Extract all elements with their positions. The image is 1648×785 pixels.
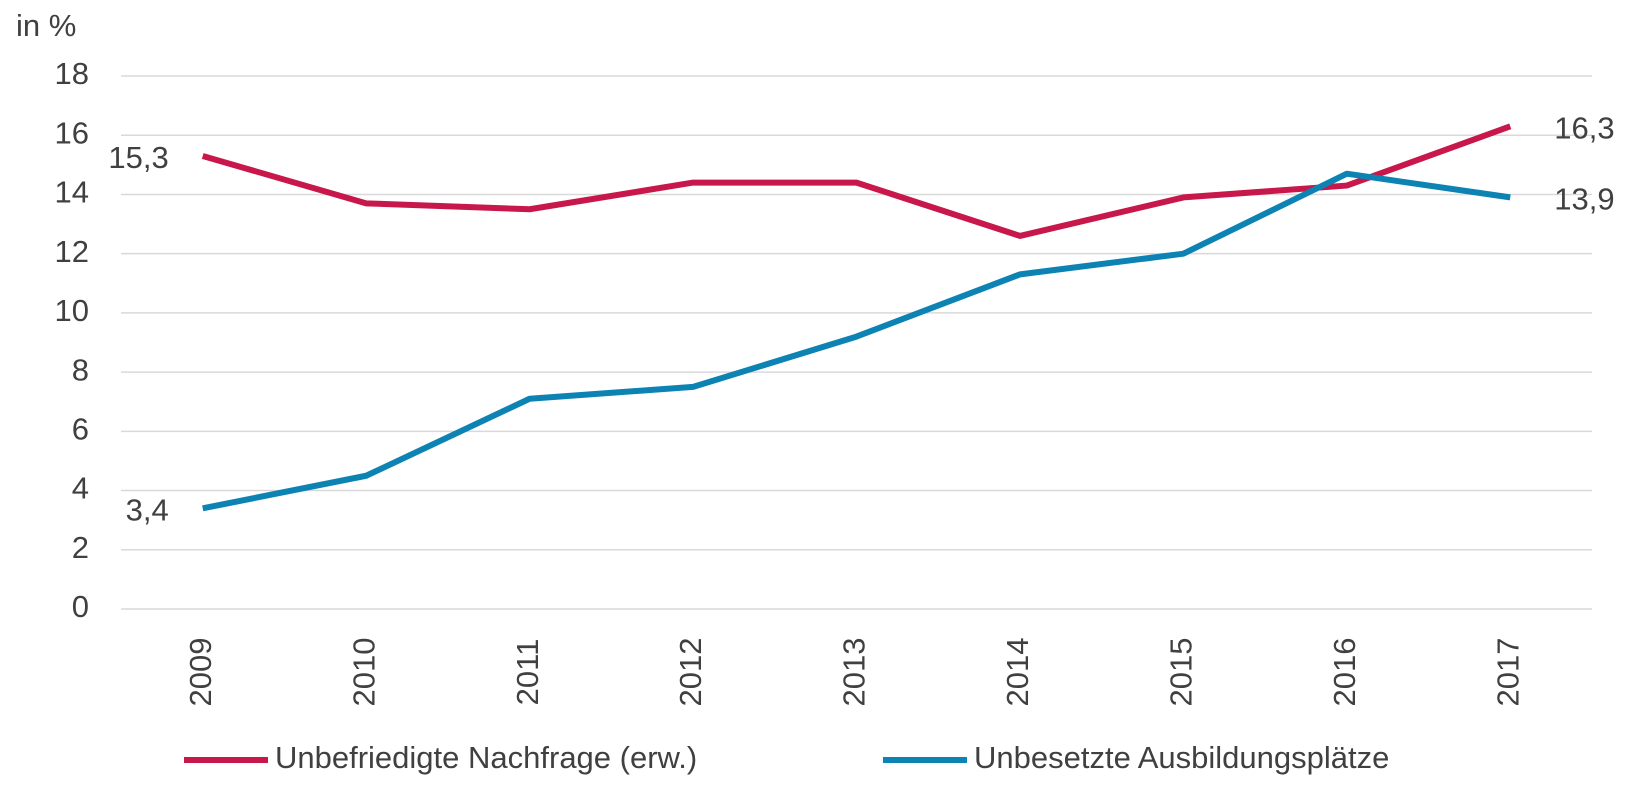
x-tick-label: 2016 — [1327, 638, 1362, 707]
x-tick-label: 2010 — [346, 638, 381, 707]
x-tick-label: 2014 — [1000, 638, 1035, 707]
data-label: 15,3 — [108, 140, 168, 175]
y-tick-label: 10 — [55, 293, 89, 328]
x-tick-label: 2009 — [183, 638, 218, 707]
x-tick-label: 2017 — [1490, 638, 1525, 707]
x-tick-label: 2011 — [510, 639, 545, 706]
x-tick-label: 2012 — [673, 638, 708, 707]
line — [201, 123, 1512, 239]
x-tick-label: 2013 — [837, 638, 872, 707]
y-tick-label: 4 — [72, 471, 89, 506]
data-label: 16,3 — [1554, 111, 1614, 146]
legend-label: Unbefriedigte Nachfrage (erw.) — [275, 740, 697, 775]
y-tick-label: 18 — [55, 56, 89, 91]
line — [202, 170, 1511, 512]
data-label: 3,4 — [126, 493, 169, 528]
y-tick-label: 16 — [55, 115, 89, 150]
legend-label: Unbesetzte Ausbildungsplätze — [974, 740, 1389, 775]
y-tick-label: 14 — [55, 175, 89, 210]
y-tick-label: 6 — [72, 412, 89, 447]
y-tick-label: 2 — [72, 530, 89, 565]
y-axis-label: in % — [16, 8, 76, 43]
y-tick-label: 12 — [55, 234, 89, 269]
data-label: 13,9 — [1554, 182, 1614, 217]
y-tick-label: 0 — [72, 589, 89, 624]
y-tick-label: 8 — [72, 352, 89, 387]
x-tick-label: 2015 — [1164, 638, 1199, 707]
